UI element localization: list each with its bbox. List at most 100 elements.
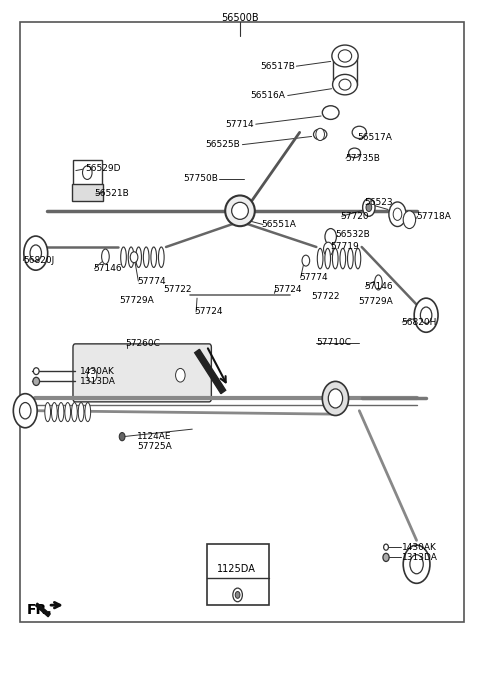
Ellipse shape (45, 403, 50, 422)
Text: 56516A: 56516A (251, 91, 285, 100)
Ellipse shape (340, 249, 346, 269)
Circle shape (83, 166, 92, 179)
Text: FR.: FR. (27, 603, 52, 617)
Circle shape (176, 369, 185, 382)
Circle shape (363, 199, 375, 216)
Circle shape (119, 432, 125, 440)
Ellipse shape (72, 403, 77, 422)
Text: 57260C: 57260C (125, 339, 160, 349)
Circle shape (13, 394, 37, 427)
Text: 56517A: 56517A (357, 134, 392, 142)
Bar (21, 22, 464, 622)
Circle shape (324, 242, 333, 256)
Ellipse shape (33, 377, 39, 386)
Ellipse shape (85, 403, 91, 422)
FancyBboxPatch shape (73, 344, 211, 402)
Text: 1430AK: 1430AK (402, 543, 437, 551)
Ellipse shape (225, 195, 255, 226)
Circle shape (24, 236, 48, 270)
Text: 57774: 57774 (300, 273, 328, 282)
Ellipse shape (65, 403, 71, 422)
Text: 56521B: 56521B (95, 189, 129, 198)
Ellipse shape (333, 75, 358, 95)
Ellipse shape (317, 249, 323, 269)
Text: 57722: 57722 (164, 285, 192, 294)
Text: 57720: 57720 (340, 212, 369, 221)
Ellipse shape (151, 247, 156, 267)
Circle shape (235, 592, 240, 598)
Text: 57774: 57774 (137, 277, 166, 286)
Text: 56820H: 56820H (401, 318, 437, 327)
Text: 1125DA: 1125DA (217, 564, 256, 574)
Circle shape (87, 369, 97, 382)
Circle shape (393, 208, 402, 221)
Ellipse shape (348, 249, 353, 269)
Circle shape (302, 256, 310, 266)
Text: 1124AE: 1124AE (137, 432, 172, 441)
Ellipse shape (323, 105, 339, 119)
Ellipse shape (34, 368, 39, 375)
Ellipse shape (120, 247, 126, 267)
Text: 57729A: 57729A (120, 296, 155, 305)
FancyArrowPatch shape (51, 602, 60, 608)
Ellipse shape (338, 50, 352, 62)
Text: 57146: 57146 (364, 282, 393, 291)
Text: 57729A: 57729A (359, 297, 393, 306)
Ellipse shape (348, 148, 360, 158)
Circle shape (420, 307, 432, 323)
Ellipse shape (128, 247, 134, 267)
Ellipse shape (333, 249, 338, 269)
Text: 56500B: 56500B (221, 14, 259, 23)
Text: 1313DA: 1313DA (80, 377, 116, 386)
Bar (73, 160, 102, 186)
Ellipse shape (78, 403, 84, 422)
Circle shape (410, 555, 423, 574)
Ellipse shape (384, 544, 388, 550)
Text: 56529D: 56529D (85, 164, 120, 173)
Text: 56523: 56523 (364, 198, 393, 207)
Ellipse shape (355, 249, 361, 269)
Text: 57750B: 57750B (184, 174, 218, 184)
Text: 56532B: 56532B (336, 230, 370, 239)
Circle shape (325, 229, 336, 245)
Ellipse shape (158, 247, 164, 267)
Text: 57714: 57714 (226, 120, 254, 129)
Text: 57710C: 57710C (316, 338, 351, 347)
Ellipse shape (323, 382, 348, 416)
Text: 57725A: 57725A (137, 442, 172, 451)
Ellipse shape (102, 249, 109, 264)
Ellipse shape (51, 403, 57, 422)
Ellipse shape (144, 247, 149, 267)
Polygon shape (195, 349, 226, 394)
Ellipse shape (232, 202, 248, 219)
Circle shape (403, 545, 430, 584)
Text: 56517B: 56517B (260, 62, 295, 71)
Circle shape (403, 211, 416, 229)
Text: 56525B: 56525B (205, 140, 240, 149)
Ellipse shape (325, 249, 331, 269)
Ellipse shape (332, 45, 358, 67)
Circle shape (389, 202, 406, 227)
Bar (206, 544, 269, 605)
Circle shape (316, 128, 324, 140)
Ellipse shape (136, 247, 142, 267)
Bar (72, 184, 103, 201)
Text: 56820J: 56820J (23, 256, 54, 265)
Text: 57724: 57724 (274, 285, 302, 294)
Ellipse shape (58, 403, 64, 422)
Text: 1430AK: 1430AK (80, 366, 115, 375)
Circle shape (366, 203, 372, 212)
Ellipse shape (313, 129, 327, 140)
Circle shape (130, 252, 138, 262)
Circle shape (30, 245, 41, 261)
Text: 1313DA: 1313DA (402, 553, 438, 562)
Text: 57735B: 57735B (345, 154, 380, 163)
Ellipse shape (352, 126, 366, 138)
Text: 57718A: 57718A (417, 212, 452, 221)
Circle shape (20, 403, 31, 419)
Polygon shape (36, 603, 50, 616)
Text: 57724: 57724 (195, 308, 223, 316)
FancyArrowPatch shape (208, 349, 226, 382)
Text: 56551A: 56551A (262, 220, 296, 229)
Text: 57722: 57722 (312, 292, 340, 301)
